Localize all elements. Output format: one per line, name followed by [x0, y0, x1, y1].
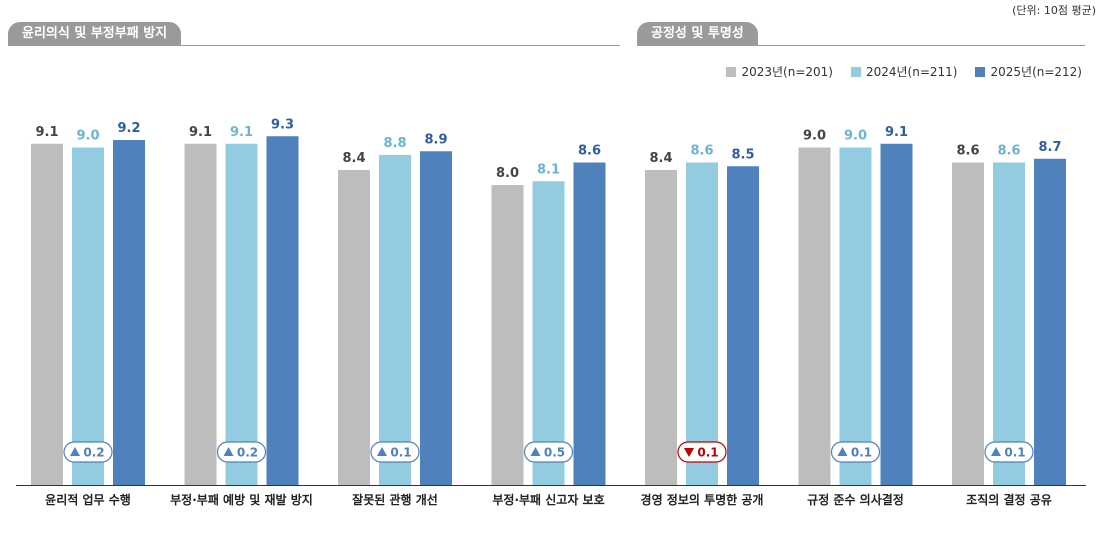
data-label-2023: 9.0 [803, 129, 826, 144]
data-label-2025: 8.9 [424, 132, 447, 147]
chart-legend: 2023년(n=201) 2024년(n=211) 2025년(n=212) [726, 63, 1082, 80]
bar-2023 [338, 170, 370, 485]
change-value: 0.1 [851, 446, 872, 460]
data-label-2023: 8.6 [956, 144, 979, 159]
bar-2025 [113, 140, 145, 485]
data-label-2025: 8.5 [731, 147, 754, 162]
section-tab-ethics: 윤리의식 및 부정부패 방지 [8, 22, 182, 46]
triangle-up-icon [377, 447, 387, 456]
category-label: 조직의 결정 공유 [966, 492, 1052, 507]
bar-2025 [727, 166, 759, 485]
bar-2025 [880, 143, 913, 485]
change-badge [984, 441, 1034, 463]
triangle-up-icon [70, 447, 80, 456]
category-label: 부정·부패 신고자 보호 [492, 492, 604, 507]
category-label: 부정·부패 예방 및 재발 방지 [170, 492, 313, 507]
bar-2023 [31, 143, 63, 485]
change-value: 0.1 [697, 446, 718, 460]
bar-2024 [686, 162, 718, 485]
change-badge [523, 441, 574, 463]
change-value: 0.1 [390, 446, 411, 460]
data-label-2025: 9.3 [271, 117, 294, 132]
data-label-2025: 8.7 [1038, 140, 1061, 155]
data-label-2024: 8.6 [690, 144, 713, 159]
change-value: 0.5 [544, 446, 565, 460]
legend-item-2024: 2024년(n=211) [850, 63, 958, 80]
change-badge [63, 441, 113, 463]
legend-swatch-2025 [975, 66, 986, 77]
change-value: 0.2 [237, 446, 258, 460]
category-label: 경영 정보의 투명한 공개 [641, 492, 764, 507]
bar-2024 [379, 155, 411, 485]
bar-2024 [225, 143, 258, 485]
change-badge [370, 441, 420, 463]
bar-2025 [420, 151, 452, 485]
change-value: 0.1 [1004, 446, 1025, 460]
legend-label-2024: 2024년(n=211) [865, 65, 958, 79]
bar-2024 [839, 147, 872, 485]
legend-item-2025: 2025년(n=212) [975, 63, 1082, 80]
bar-2024 [72, 147, 104, 485]
data-label-2023: 9.1 [35, 125, 58, 140]
data-label-2025: 8.6 [578, 144, 601, 159]
data-label-2023: 8.0 [496, 166, 519, 181]
legend-swatch-2023 [726, 66, 737, 77]
legend-label-2023: 2023년(n=201) [741, 65, 833, 79]
triangle-up-icon [530, 447, 541, 456]
unit-label: (단위: 10점 평균) [1012, 4, 1096, 17]
data-label-2024: 8.6 [997, 144, 1020, 159]
legend-item-2023: 2023년(n=201) [726, 63, 833, 80]
bar-2024 [993, 162, 1025, 485]
triangle-up-icon [223, 447, 234, 456]
data-label-2023: 9.1 [189, 125, 212, 140]
data-label-2024: 9.0 [844, 129, 867, 144]
data-label-2025: 9.2 [117, 121, 140, 136]
data-label-2024: 8.8 [383, 136, 406, 151]
bar-2023 [798, 147, 831, 485]
legend-swatch-2024 [850, 66, 861, 77]
data-label-2023: 8.4 [649, 151, 672, 166]
section-tab-fairness: 공정성 및 투명성 [637, 22, 758, 46]
category-label: 윤리적 업무 수행 [45, 492, 131, 507]
bar-2025 [1034, 158, 1066, 485]
bar-2023 [491, 185, 524, 485]
section-rule-fairness [637, 45, 1085, 46]
bar-2023 [952, 162, 984, 485]
data-label-2025: 9.1 [885, 125, 908, 140]
section-rule-ethics [8, 45, 620, 46]
change-value: 0.2 [83, 446, 104, 460]
category-label: 규정 준수 의사결정 [807, 492, 904, 507]
category-label: 잘못된 관행 개선 [352, 492, 438, 507]
triangle-down-icon [684, 448, 694, 457]
bar-2025 [573, 162, 606, 485]
legend-label-2025: 2025년(n=212) [990, 65, 1082, 79]
triangle-up-icon [991, 447, 1001, 456]
change-badge [830, 441, 881, 463]
data-label-2024: 9.0 [76, 129, 99, 144]
change-badge [677, 441, 727, 463]
data-label-2024: 9.1 [230, 125, 253, 140]
data-label-2024: 8.1 [537, 162, 560, 177]
bar-2024 [532, 181, 565, 485]
bar-2023 [645, 170, 677, 485]
data-label-2023: 8.4 [342, 151, 365, 166]
bar-2023 [184, 143, 217, 485]
change-badge [216, 441, 267, 463]
bar-2025 [266, 136, 299, 485]
triangle-up-icon [837, 447, 848, 456]
